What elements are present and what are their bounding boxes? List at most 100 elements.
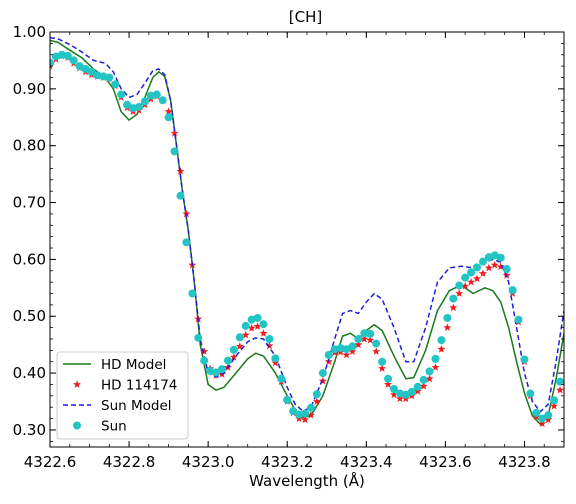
sun-point xyxy=(348,342,357,351)
hd-114174-point xyxy=(372,347,381,355)
hd-114174-point xyxy=(235,342,244,350)
hd-114174-point xyxy=(550,401,559,410)
sun-point xyxy=(146,91,155,100)
sun-point xyxy=(401,390,410,399)
sun-point xyxy=(223,356,232,365)
sun-point xyxy=(111,80,120,89)
sun-point xyxy=(437,336,446,345)
hd-114174-point xyxy=(170,128,179,137)
sun-point xyxy=(212,368,221,377)
x-tick-label: 4323.8 xyxy=(498,453,551,471)
sun-point xyxy=(431,354,440,363)
chart-title: [CH] xyxy=(289,8,322,26)
sun-point xyxy=(170,147,179,156)
sun-point xyxy=(443,313,452,322)
hd-114174-point xyxy=(478,269,487,278)
y-tick-label: 0.30 xyxy=(13,421,46,439)
sun-point xyxy=(57,50,66,59)
hd-114174-point xyxy=(271,358,280,367)
sun-point xyxy=(419,375,428,384)
x-axis-title: Wavelength (Å) xyxy=(249,471,365,490)
hd-114174-point xyxy=(431,363,440,371)
hd-114174-point xyxy=(354,340,363,349)
sun-point xyxy=(241,321,250,330)
x-tick-label: 4323.2 xyxy=(261,453,314,471)
hd-114174-point xyxy=(247,323,256,332)
sun-point xyxy=(532,408,541,417)
legend-box xyxy=(56,351,189,440)
sun-point xyxy=(283,395,292,404)
hd-114174-point xyxy=(425,374,434,383)
sun-point xyxy=(271,354,280,363)
sun-point xyxy=(413,382,422,391)
hd-114174-point xyxy=(395,394,404,403)
sun-point xyxy=(318,369,327,378)
hd-114174-point xyxy=(164,107,173,115)
hd-114174-point xyxy=(259,329,268,337)
hd-114174-point xyxy=(176,167,185,175)
sun-point xyxy=(449,294,458,303)
sun-point xyxy=(366,329,375,338)
sun-point xyxy=(395,389,404,398)
sun-point xyxy=(87,67,96,76)
sun-point xyxy=(140,97,149,106)
hd-114174-point xyxy=(241,330,250,339)
sun-point xyxy=(295,410,304,419)
sun-point xyxy=(384,374,393,383)
sun-point xyxy=(105,73,114,82)
hd-114174-point xyxy=(312,397,321,405)
sun-point xyxy=(312,390,321,399)
sun-point xyxy=(354,334,363,343)
sun-point xyxy=(544,411,553,420)
hd-114174-point xyxy=(342,350,351,359)
y-tick-label: 0.80 xyxy=(13,137,46,155)
hd-114174-point xyxy=(301,415,310,424)
sun-point xyxy=(188,289,197,298)
hd-114174-point xyxy=(544,415,553,424)
hd-114174-point xyxy=(496,262,505,271)
sun-point xyxy=(134,103,143,112)
hd-114174-point xyxy=(455,289,464,297)
sun-point xyxy=(372,339,381,348)
x-tick-label: 4323.4 xyxy=(340,453,393,471)
sun-point xyxy=(461,273,470,282)
y-tick-label: 0.70 xyxy=(13,194,46,212)
hd-114174-point xyxy=(538,419,547,428)
sun-point xyxy=(496,253,505,262)
y-tick-label: 0.50 xyxy=(13,307,46,325)
sun-point xyxy=(508,286,517,295)
hd-114174-point xyxy=(461,281,470,290)
sun-point xyxy=(324,350,333,359)
legend: HD Model HD 114174 Sun Model Sun xyxy=(56,351,189,440)
sun-point xyxy=(342,345,351,354)
sun-point xyxy=(123,100,132,109)
sun-point xyxy=(217,365,226,374)
hd-114174-point xyxy=(473,274,482,283)
y-tick-label: 0.90 xyxy=(13,80,46,98)
hd-114174-point xyxy=(253,322,262,330)
hd-114174-point xyxy=(449,303,458,312)
sun-point xyxy=(425,367,434,376)
sun-point xyxy=(556,377,564,386)
sun-point xyxy=(306,403,315,412)
hd-114174-point xyxy=(366,335,375,344)
sun-point xyxy=(176,191,185,200)
sun-point xyxy=(378,357,387,366)
hd-114174-point xyxy=(467,277,476,286)
sun-point xyxy=(69,56,78,65)
hd-114174-point xyxy=(502,271,511,279)
sun-point xyxy=(502,265,511,274)
sun-point xyxy=(164,113,173,122)
hd-114174-point xyxy=(490,260,499,269)
sun-point xyxy=(152,90,161,99)
x-tick-label: 4323.6 xyxy=(419,453,472,471)
legend-sun-label: Sun xyxy=(101,419,127,435)
sun-point xyxy=(478,257,487,266)
x-tick-label: 4322.8 xyxy=(103,453,156,471)
sun-point xyxy=(455,281,464,290)
sun-point xyxy=(75,62,84,71)
sun-point xyxy=(63,51,72,60)
sun-point xyxy=(93,71,102,80)
sun-point xyxy=(538,414,547,423)
